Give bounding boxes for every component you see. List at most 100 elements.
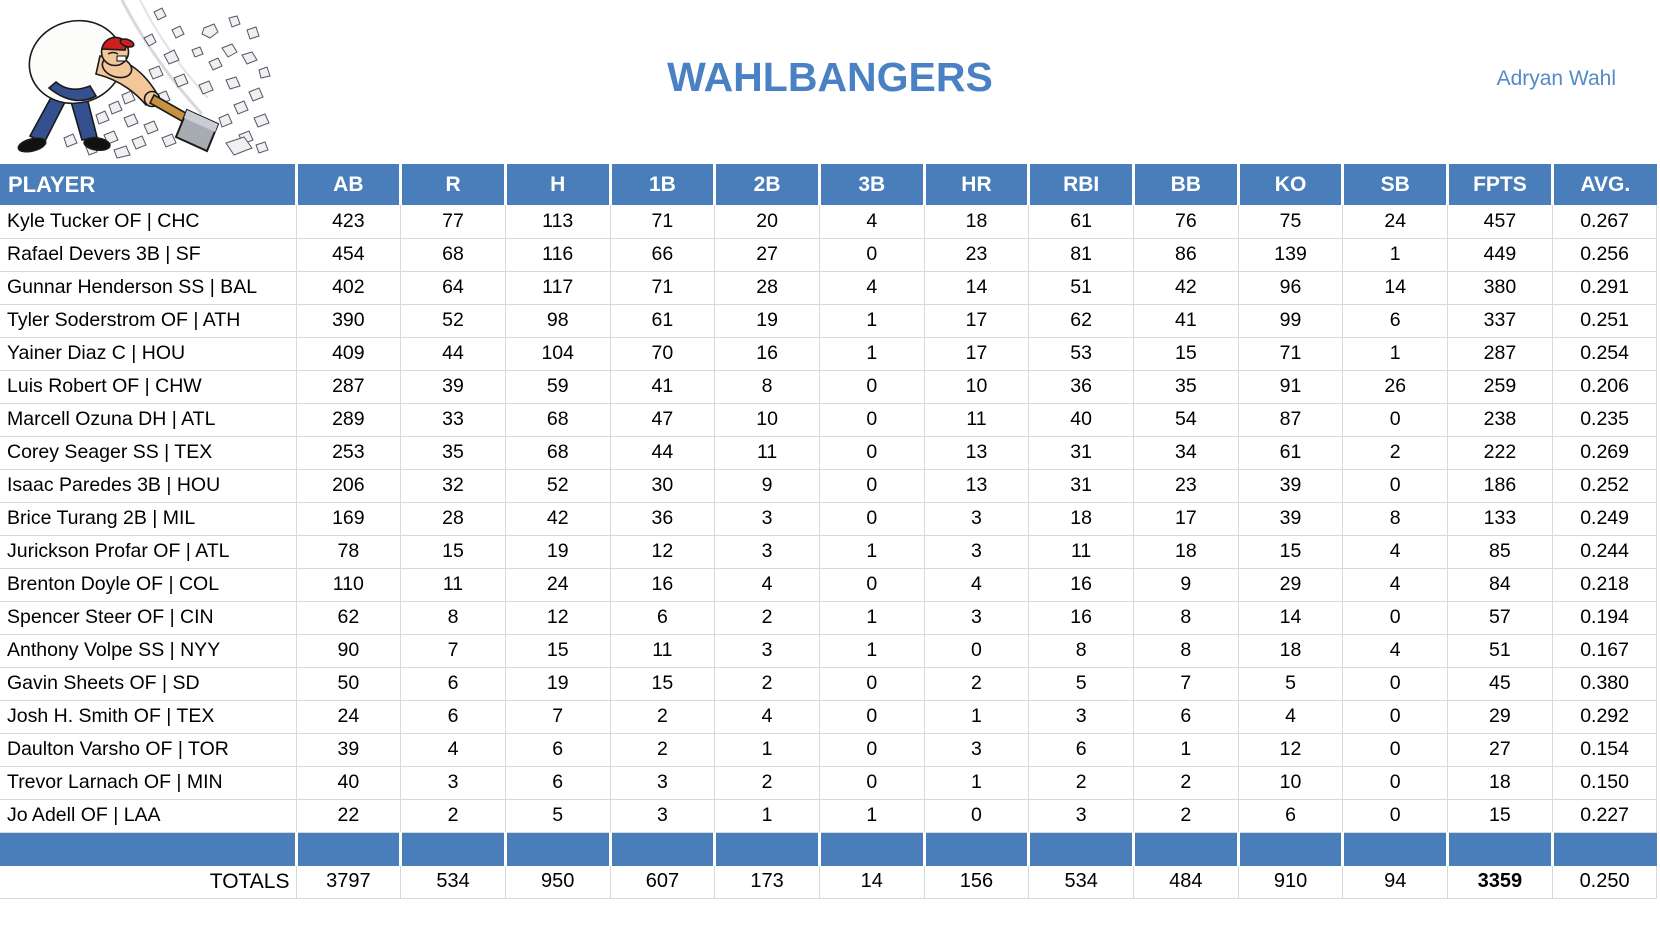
stat-cell-rbi: 3 (1028, 700, 1134, 734)
stat-cell-bb: 86 (1133, 238, 1239, 272)
stat-cell-hr: 17 (924, 337, 1030, 371)
stat-cell-r: 39 (400, 370, 506, 404)
separator-row (0, 832, 1657, 866)
stat-cell-ab: 24 (296, 700, 402, 734)
stat-cell-1b: 12 (610, 535, 716, 569)
stat-cell-bb: 15 (1133, 337, 1239, 371)
stat-cell-1b: 70 (610, 337, 716, 371)
stat-cell-ab: 206 (296, 469, 402, 503)
column-header-player: PLAYER (0, 164, 298, 205)
stat-cell-sb: 2 (1342, 436, 1449, 470)
stat-cell-3b: 0 (819, 436, 925, 470)
stat-cell-avg: 0.252 (1552, 469, 1658, 503)
column-header-hr: HR (924, 164, 1031, 205)
player-name-cell: Rafael Devers 3B | SF (0, 238, 297, 272)
stat-cell-h: 12 (505, 601, 611, 635)
stat-cell-1b: 71 (610, 271, 716, 305)
separator-cell (1238, 832, 1345, 866)
stat-cell-hr: 0 (924, 799, 1030, 833)
separator-cell (505, 832, 612, 866)
stat-cell-fpts: 85 (1447, 535, 1553, 569)
stat-cell-2b: 2 (714, 667, 820, 701)
stat-cell-ab: 287 (296, 370, 402, 404)
player-name-cell: Marcell Ozuna DH | ATL (0, 403, 297, 437)
stat-cell-ko: 12 (1238, 733, 1344, 767)
player-row: Rafael Devers 3B | SF 454 68 116 66 27 0 23 81 86… (0, 238, 1658, 272)
stat-cell-ko: 139 (1238, 238, 1344, 272)
stat-cell-3b: 4 (819, 205, 925, 239)
stat-cell-sb: 14 (1342, 271, 1449, 305)
stat-cell-sb: 6 (1342, 304, 1449, 338)
stat-cell-avg: 0.150 (1552, 766, 1658, 800)
player-row: Josh H. Smith OF | TEX 24 6 7 2 4 0 1 3 6 4 0 29 0.29… (0, 700, 1658, 734)
stat-cell-rbi: 40 (1028, 403, 1134, 437)
stat-cell-sb: 0 (1342, 700, 1449, 734)
stat-cell-hr: 23 (924, 238, 1030, 272)
stat-cell-rbi: 3 (1028, 799, 1134, 833)
player-row: Gavin Sheets OF | SD 50 6 19 15 2 0 2 5 7 5 0 45 0.38… (0, 667, 1658, 701)
stat-cell-ab: 50 (296, 667, 402, 701)
stat-cell-bb: 2 (1133, 766, 1239, 800)
stat-cell-r: 44 (400, 337, 506, 371)
stat-cell-2b: 3 (714, 535, 820, 569)
stat-cell-1b: 41 (610, 370, 716, 404)
column-header-bb: BB (1133, 164, 1240, 205)
stat-cell-3b: 1 (819, 337, 925, 371)
stat-cell-fpts: 57 (1447, 601, 1553, 635)
stat-cell-hr: 3 (924, 733, 1030, 767)
player-row: Brice Turang 2B | MIL 169 28 42 36 3 0 3 18 17 39 8… (0, 502, 1658, 536)
stat-cell-r: 64 (400, 271, 506, 305)
stat-cell-avg: 0.251 (1552, 304, 1658, 338)
stat-cell-fpts: 186 (1447, 469, 1553, 503)
stat-cell-avg: 0.249 (1552, 502, 1658, 536)
stat-cell-rbi: 16 (1028, 601, 1134, 635)
player-row: Kyle Tucker OF | CHC 423 77 113 71 20 4 18 61 76 7… (0, 205, 1658, 239)
stat-cell-sb: 1 (1342, 238, 1449, 272)
totals-cell-sb: 94 (1342, 866, 1449, 899)
stat-cell-2b: 16 (714, 337, 820, 371)
totals-label: TOTALS (0, 866, 297, 899)
stat-cell-avg: 0.256 (1552, 238, 1658, 272)
stat-cell-hr: 3 (924, 502, 1030, 536)
stat-cell-2b: 8 (714, 370, 820, 404)
stat-cell-rbi: 81 (1028, 238, 1134, 272)
stat-cell-hr: 1 (924, 700, 1030, 734)
stat-cell-ko: 99 (1238, 304, 1344, 338)
separator-cell (819, 832, 926, 866)
stat-cell-2b: 20 (714, 205, 820, 239)
stat-cell-r: 32 (400, 469, 506, 503)
stat-cell-h: 6 (505, 766, 611, 800)
stat-cell-rbi: 53 (1028, 337, 1134, 371)
stat-cell-ko: 10 (1238, 766, 1344, 800)
player-name-cell: Gunnar Henderson SS | BAL (0, 271, 297, 305)
stat-cell-avg: 0.269 (1552, 436, 1658, 470)
player-row: Jurickson Profar OF | ATL 78 15 19 12 3 1 3 11 18… (0, 535, 1658, 569)
separator-cell (1342, 832, 1450, 866)
stat-cell-bb: 8 (1133, 601, 1239, 635)
player-name-cell: Brenton Doyle OF | COL (0, 568, 297, 602)
stat-cell-fpts: 457 (1447, 205, 1553, 239)
stat-cell-1b: 2 (610, 733, 716, 767)
stat-cell-ko: 87 (1238, 403, 1344, 437)
stat-cell-sb: 26 (1342, 370, 1449, 404)
player-row: Brenton Doyle OF | COL 110 11 24 16 4 0 4 16 9 29 4… (0, 568, 1658, 602)
totals-cell-3b: 14 (819, 866, 925, 899)
stat-cell-ko: 18 (1238, 634, 1344, 668)
stat-cell-fpts: 133 (1447, 502, 1553, 536)
stat-cell-h: 7 (505, 700, 611, 734)
stat-cell-ab: 169 (296, 502, 402, 536)
stat-cell-fpts: 51 (1447, 634, 1553, 668)
player-rows: Kyle Tucker OF | CHC 423 77 113 71 20 4 18 61 76 7… (0, 205, 1658, 833)
team-title: WAHLBANGERS (667, 54, 993, 100)
stat-cell-h: 6 (505, 733, 611, 767)
totals-cell-bb: 484 (1133, 866, 1239, 899)
stat-cell-rbi: 16 (1028, 568, 1134, 602)
stat-cell-2b: 19 (714, 304, 820, 338)
player-row: Corey Seager SS | TEX 253 35 68 44 11 0 13 31 34 6… (0, 436, 1658, 470)
stat-cell-fpts: 29 (1447, 700, 1553, 734)
hammer-smash-cartoon-icon (17, 0, 271, 159)
stat-cell-3b: 0 (819, 568, 925, 602)
stat-cell-1b: 47 (610, 403, 716, 437)
stat-cell-rbi: 36 (1028, 370, 1134, 404)
stat-cell-bb: 9 (1133, 568, 1239, 602)
